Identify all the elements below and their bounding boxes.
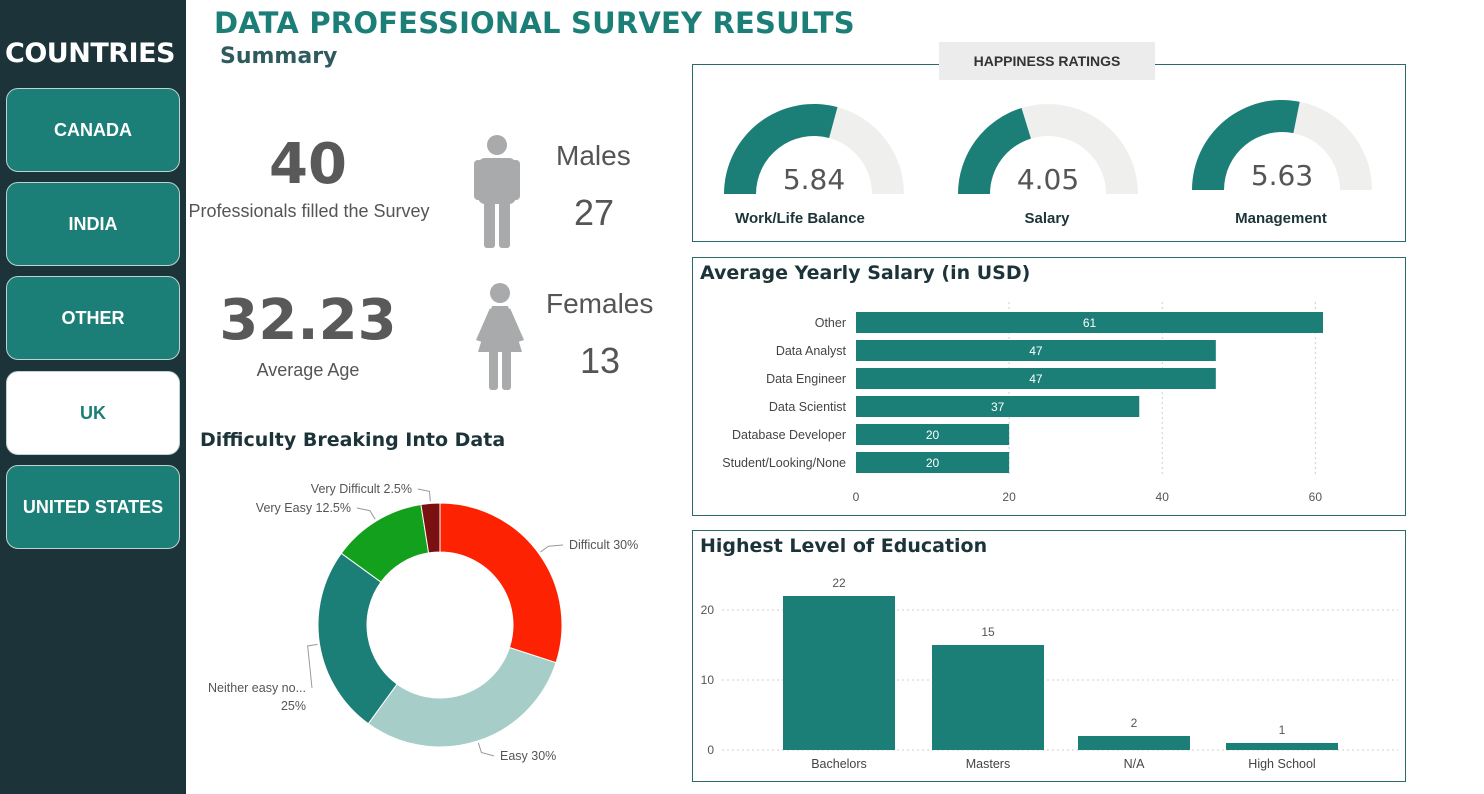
happiness-panel	[692, 64, 1406, 242]
happiness-gauges: 5.84 4.05 5.63	[724, 100, 1372, 196]
average-age: 32.23	[219, 288, 397, 353]
salary-category-label: Other	[815, 316, 846, 330]
salary-bar-value: 37	[991, 400, 1005, 414]
salary-bar	[856, 452, 1010, 473]
donut-leader-line	[477, 742, 495, 757]
country-button-canada[interactable]: CANADA	[6, 88, 180, 172]
salary-bar	[856, 396, 1140, 417]
education-category-label: Masters	[966, 757, 1010, 771]
average-age-label: Average Age	[256, 360, 360, 380]
donut-leader-line	[417, 488, 431, 502]
donut-slice	[420, 502, 441, 554]
education-bar-value: 22	[832, 576, 846, 590]
salary-tick-label: 0	[853, 490, 860, 504]
country-button-uk[interactable]: UK	[6, 371, 180, 455]
sidebar: COUNTRIES CANADA INDIA OTHER UK UNITED S…	[0, 0, 186, 794]
salary-tick-label: 60	[1309, 490, 1323, 504]
salary-category-label: Data Scientist	[769, 400, 847, 414]
education-tick-label: 20	[701, 603, 715, 617]
salary-title: Average Yearly Salary (in USD)	[700, 262, 1031, 284]
salary-bar	[856, 340, 1216, 361]
salary-bar	[856, 424, 1010, 445]
females-label: Females	[546, 288, 654, 319]
respondent-count: 40	[269, 132, 347, 197]
country-button-united-states[interactable]: UNITED STATES	[6, 465, 180, 549]
country-button-other[interactable]: OTHER	[6, 276, 180, 360]
education-bar	[1226, 743, 1338, 750]
country-button-india[interactable]: INDIA	[6, 182, 180, 266]
donut-slice-label: Very Difficult 2.5%	[311, 482, 412, 496]
donut-leader-line	[356, 507, 376, 520]
salary-bar	[856, 368, 1216, 389]
difficulty-title: Difficulty Breaking Into Data	[200, 429, 506, 451]
salary-category-label: Student/Looking/None	[722, 456, 846, 470]
sidebar-title: COUNTRIES	[5, 38, 175, 69]
donut-slice	[439, 502, 563, 664]
education-bar-chart: 0 10 20 22 Bachelors 15 Masters 2 N/A 1 High Schoo…	[701, 576, 1398, 771]
gauge-label-management: Management	[1235, 210, 1327, 227]
donut-slice	[367, 646, 557, 748]
salary-bar-value: 61	[1083, 316, 1097, 330]
gauge-value-text: 5.84	[783, 163, 845, 196]
summary-title: Summary	[220, 44, 338, 69]
donut-slice-label: Very Easy 12.5%	[256, 501, 351, 515]
donut-slice-label: Neither easy no...	[208, 681, 306, 695]
gauge-label-work-life: Work/Life Balance	[735, 210, 865, 227]
education-category-label: N/A	[1124, 757, 1146, 771]
salary-category-label: Data Analyst	[776, 344, 847, 358]
respondent-count-label: Professionals filled the Survey	[188, 201, 430, 221]
page-title: DATA PROFESSIONAL SURVEY RESULTS	[214, 6, 855, 40]
males-count: 27	[574, 192, 615, 233]
donut-leader-line	[540, 544, 564, 553]
salary-bar	[856, 312, 1323, 333]
salary-category-label: Data Engineer	[766, 372, 846, 386]
salary-category-label: Database Developer	[732, 428, 846, 442]
education-bar	[1078, 736, 1190, 750]
females-count: 13	[580, 340, 621, 381]
salary-bar-value: 20	[926, 456, 940, 470]
donut-slice	[317, 552, 398, 725]
gauge-value-arc	[1192, 100, 1300, 190]
education-category-label: Bachelors	[811, 757, 867, 771]
education-bar-value: 15	[981, 625, 995, 639]
education-category-label: High School	[1248, 757, 1315, 771]
gauge-value-text: 5.63	[1251, 159, 1313, 192]
education-title: Highest Level of Education	[700, 535, 988, 557]
gauge-label-salary: Salary	[1024, 210, 1070, 227]
salary-tick-label: 20	[1002, 490, 1016, 504]
education-bar	[783, 596, 895, 750]
happiness-title: HAPPINESS RATINGS	[939, 42, 1155, 80]
males-label: Males	[556, 140, 631, 171]
gauge-value-arc	[958, 107, 1031, 194]
salary-bar-value: 47	[1029, 344, 1043, 358]
gauge-value-arc	[724, 103, 838, 194]
education-bar-value: 2	[1131, 716, 1138, 730]
salary-bar-value: 47	[1029, 372, 1043, 386]
donut-slice-label: 25%	[281, 699, 306, 713]
donut-leader-line	[307, 643, 318, 689]
male-icon	[474, 135, 520, 248]
difficulty-donut-chart: Difficult 30% Easy 30% Neither easy no... 2…	[208, 482, 638, 763]
donut-slice-label: Difficult 30%	[569, 538, 638, 552]
donut-slice-label: Easy 30%	[500, 749, 556, 763]
salary-bar-value: 20	[926, 428, 940, 442]
salary-bar-chart: 0 20 40 60 Other 61 Data Analyst 47 Data Enginee…	[722, 302, 1323, 504]
education-bar	[932, 645, 1044, 750]
salary-tick-label: 40	[1156, 490, 1170, 504]
gauge-value-text: 4.05	[1017, 163, 1079, 196]
education-tick-label: 10	[701, 673, 715, 687]
education-tick-label: 0	[707, 743, 714, 757]
female-icon	[476, 283, 524, 390]
education-bar-value: 1	[1279, 723, 1286, 737]
